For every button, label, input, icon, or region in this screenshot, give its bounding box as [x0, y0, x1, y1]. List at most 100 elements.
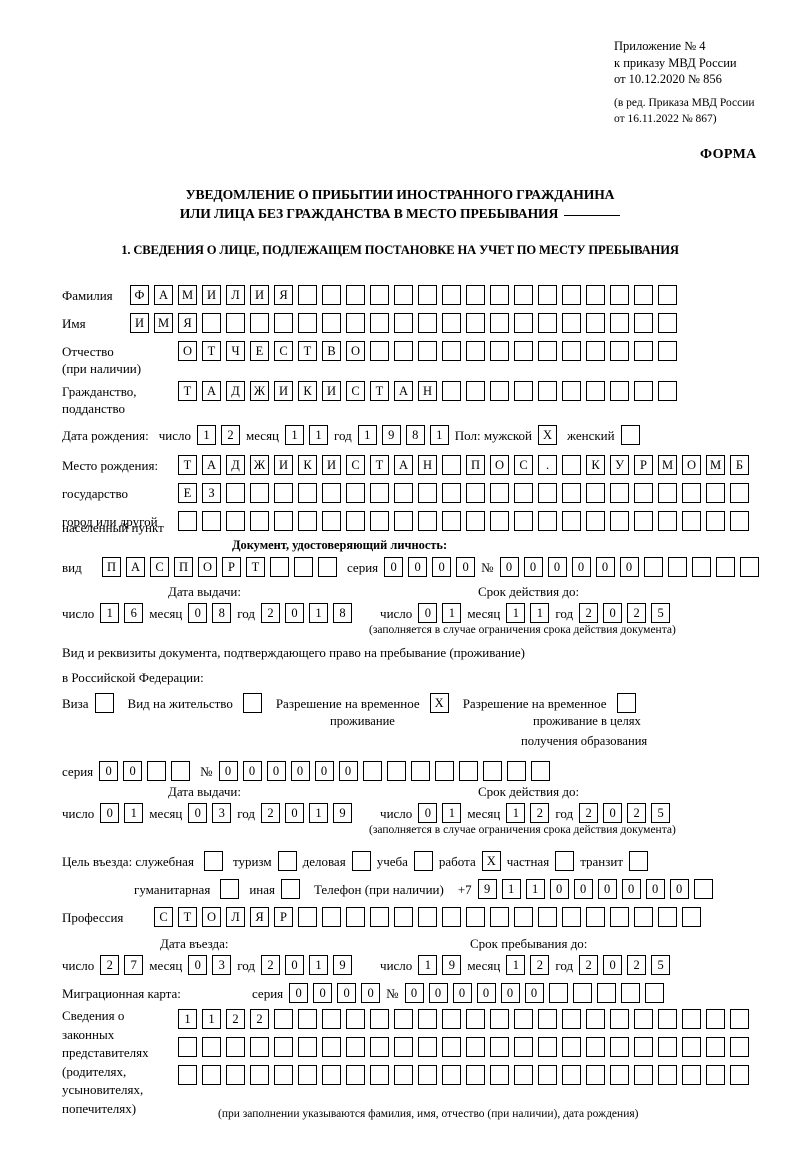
- char-cell[interactable]: 8: [212, 603, 232, 623]
- char-cell[interactable]: [202, 511, 221, 531]
- char-cell[interactable]: 1: [442, 803, 462, 823]
- char-cell[interactable]: [370, 1065, 389, 1085]
- char-cell[interactable]: В: [322, 341, 341, 361]
- char-cell[interactable]: [442, 511, 461, 531]
- char-cell[interactable]: И: [322, 455, 341, 475]
- char-cell[interactable]: Ж: [250, 455, 269, 475]
- char-cell[interactable]: Т: [202, 341, 221, 361]
- char-cell[interactable]: 2: [579, 803, 599, 823]
- char-cell[interactable]: 0: [547, 557, 567, 577]
- char-cell[interactable]: [418, 483, 437, 503]
- char-cell[interactable]: [394, 1065, 413, 1085]
- char-cell[interactable]: [538, 1065, 557, 1085]
- char-cell[interactable]: [514, 1065, 533, 1085]
- char-cell[interactable]: [490, 483, 509, 503]
- char-cell[interactable]: 1: [178, 1009, 197, 1029]
- char-cell[interactable]: [250, 1065, 269, 1085]
- char-cell[interactable]: [658, 511, 677, 531]
- reps-input-2[interactable]: [178, 1037, 749, 1057]
- char-cell[interactable]: Л: [226, 907, 245, 927]
- char-cell[interactable]: 2: [100, 955, 120, 975]
- char-cell[interactable]: [634, 1065, 653, 1085]
- char-cell[interactable]: 0: [100, 803, 120, 823]
- char-cell[interactable]: [250, 511, 269, 531]
- char-cell[interactable]: [514, 907, 533, 927]
- purpose-other-checkbox[interactable]: [280, 879, 300, 899]
- char-cell[interactable]: [658, 483, 677, 503]
- char-cell[interactable]: [226, 313, 245, 333]
- char-cell[interactable]: 1: [506, 803, 526, 823]
- char-cell[interactable]: [586, 1009, 605, 1029]
- char-cell[interactable]: [274, 1037, 293, 1057]
- char-cell[interactable]: [442, 1009, 461, 1029]
- char-cell[interactable]: 8: [405, 425, 425, 445]
- char-cell[interactable]: [610, 285, 629, 305]
- char-cell[interactable]: [586, 341, 605, 361]
- residence-permit-checkbox[interactable]: [242, 693, 262, 713]
- char-cell[interactable]: 1: [418, 955, 438, 975]
- char-cell[interactable]: [274, 1009, 293, 1029]
- char-cell[interactable]: И: [130, 313, 149, 333]
- char-cell[interactable]: [418, 907, 437, 927]
- char-cell[interactable]: Б: [730, 455, 749, 475]
- char-cell[interactable]: [298, 313, 317, 333]
- char-cell[interactable]: 0: [500, 983, 520, 1003]
- char-cell[interactable]: И: [274, 455, 293, 475]
- char-cell[interactable]: 5: [651, 803, 671, 823]
- char-cell[interactable]: [322, 313, 341, 333]
- char-cell[interactable]: 5: [651, 955, 671, 975]
- char-cell[interactable]: [586, 381, 605, 401]
- char-cell[interactable]: 3: [212, 803, 232, 823]
- char-cell[interactable]: [562, 455, 581, 475]
- char-cell[interactable]: [658, 1065, 677, 1085]
- char-cell[interactable]: [410, 761, 430, 781]
- char-cell[interactable]: [658, 285, 677, 305]
- char-cell[interactable]: [202, 1037, 221, 1057]
- char-cell[interactable]: [346, 511, 365, 531]
- char-cell[interactable]: [538, 511, 557, 531]
- char-cell[interactable]: [682, 483, 701, 503]
- char-cell[interactable]: [514, 285, 533, 305]
- char-cell[interactable]: [514, 313, 533, 333]
- char-cell[interactable]: О: [202, 907, 221, 927]
- char-cell[interactable]: И: [322, 381, 341, 401]
- char-cell[interactable]: [572, 983, 592, 1003]
- char-cell[interactable]: 0: [266, 761, 286, 781]
- char-cell[interactable]: О: [346, 341, 365, 361]
- char-cell[interactable]: [562, 483, 581, 503]
- char-cell[interactable]: [610, 511, 629, 531]
- char-cell[interactable]: П: [466, 455, 485, 475]
- char-cell[interactable]: Р: [274, 907, 293, 927]
- char-cell[interactable]: 0: [188, 603, 208, 623]
- char-cell[interactable]: [442, 285, 461, 305]
- char-cell[interactable]: 9: [333, 955, 353, 975]
- char-cell[interactable]: Т: [370, 381, 389, 401]
- purpose-work-checkbox[interactable]: X: [481, 851, 501, 871]
- char-cell[interactable]: [394, 907, 413, 927]
- purpose-transit-checkbox[interactable]: [629, 851, 649, 871]
- char-cell[interactable]: А: [394, 455, 413, 475]
- char-cell[interactable]: У: [610, 455, 629, 475]
- char-cell[interactable]: 0: [603, 603, 623, 623]
- char-cell[interactable]: [634, 381, 653, 401]
- char-cell[interactable]: Т: [370, 455, 389, 475]
- char-cell[interactable]: 8: [333, 603, 353, 623]
- char-cell[interactable]: [586, 483, 605, 503]
- char-cell[interactable]: Д: [226, 381, 245, 401]
- char-cell[interactable]: 2: [530, 803, 550, 823]
- char-cell[interactable]: [490, 1037, 509, 1057]
- char-cell[interactable]: [226, 511, 245, 531]
- char-cell[interactable]: Я: [178, 313, 197, 333]
- char-cell[interactable]: [466, 1065, 485, 1085]
- char-cell[interactable]: Т: [178, 455, 197, 475]
